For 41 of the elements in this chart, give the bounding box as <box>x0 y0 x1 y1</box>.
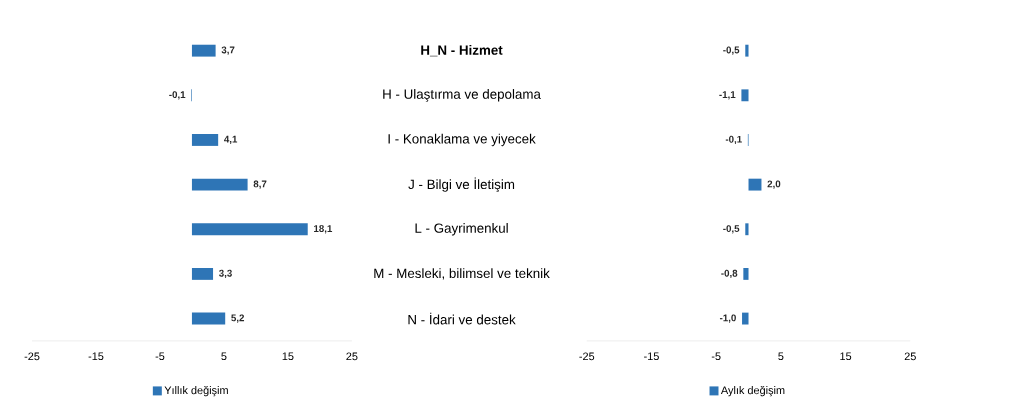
y-tick-label: I - Konaklama ve yiyecek <box>388 133 536 146</box>
data-label: -1,0 <box>719 314 736 323</box>
x-tick-label: 15 <box>840 352 852 360</box>
x-tick-label: 5 <box>221 352 227 360</box>
x-tick-label: 5 <box>778 352 784 360</box>
data-label: -0,8 <box>721 269 738 278</box>
data-label: -1,1 <box>719 90 736 100</box>
data-label: 8,7 <box>253 180 267 189</box>
x-tick-label: -25 <box>24 352 40 360</box>
bar <box>191 223 308 235</box>
data-label: -0,5 <box>723 46 740 55</box>
y-tick-label: H_N - Hizmet <box>421 44 503 57</box>
x-tick-label: -5 <box>711 352 721 360</box>
y-tick-label: J - Bilgi ve İletişim <box>408 177 515 192</box>
bar <box>191 267 214 280</box>
y-tick-label: M - Mesleki, bilimsel ve teknik <box>374 267 550 280</box>
bar <box>191 44 216 57</box>
y-tick-label: L - Gayrimenkul <box>415 222 508 236</box>
bar <box>191 133 219 146</box>
x-tick-label: -25 <box>579 352 595 360</box>
data-label: 5,2 <box>231 314 245 323</box>
x-tick-label: 25 <box>346 352 358 360</box>
x-tick-label: -5 <box>155 352 165 360</box>
x-tick-label: -15 <box>88 352 104 360</box>
data-label: 4,1 <box>224 135 238 144</box>
y-tick-label: H - Ulaştırma ve depolama <box>383 88 541 102</box>
legend-label: Yıllık değişim <box>164 385 228 397</box>
bar <box>191 312 226 325</box>
data-label: -0,1 <box>725 135 742 144</box>
x-tick-label: 25 <box>904 352 916 360</box>
data-label: 2,0 <box>767 180 781 189</box>
data-label: 18,1 <box>314 224 333 234</box>
bar <box>191 178 248 191</box>
x-tick-label: -15 <box>644 352 659 360</box>
y-tick-label: N - İdari ve destek <box>408 312 516 325</box>
data-label: -0,5 <box>723 224 740 234</box>
legend-label: Aylık değişim <box>720 385 785 397</box>
data-label: -0,1 <box>169 90 186 100</box>
data-label: 3,3 <box>219 269 232 278</box>
x-tick-label: 15 <box>282 352 294 360</box>
data-label: 3,7 <box>221 46 235 55</box>
